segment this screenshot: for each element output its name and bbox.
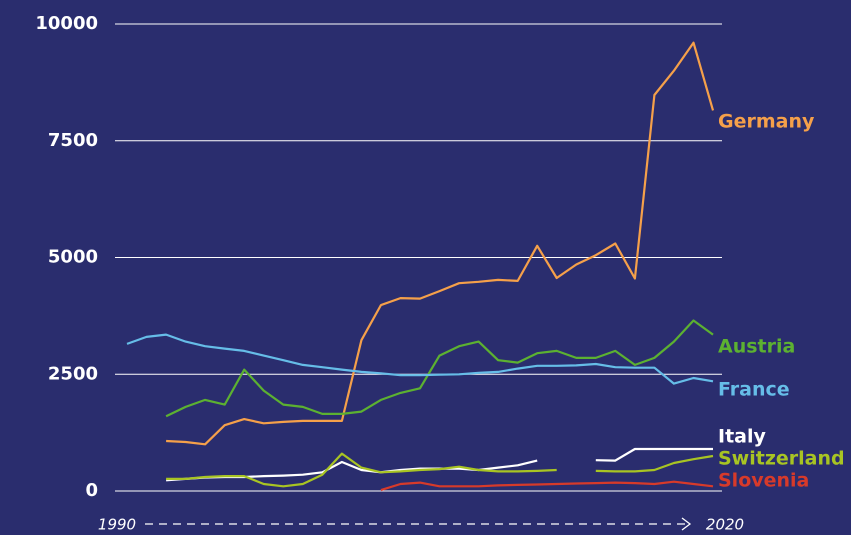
series-label: Germany xyxy=(718,111,815,133)
series-label: Slovenia xyxy=(718,470,809,492)
series-line xyxy=(380,480,714,492)
x-tick-label: 1990 xyxy=(98,516,136,534)
y-tick-label: 0 xyxy=(85,480,98,501)
y-tick-label: 2500 xyxy=(48,363,98,384)
series-line xyxy=(166,41,715,446)
series-label: Switzerland xyxy=(718,448,845,470)
y-tick-label: 5000 xyxy=(48,247,98,268)
series-line xyxy=(166,447,713,482)
series-line xyxy=(126,333,714,385)
series-label: Austria xyxy=(718,336,795,358)
x-tick-label: 2020 xyxy=(706,516,744,534)
y-tick-label: 7500 xyxy=(48,130,98,151)
y-tick-label: 10000 xyxy=(35,13,98,34)
series-line xyxy=(165,319,714,418)
x-axis-arrow-head xyxy=(681,517,692,531)
series-line xyxy=(166,452,714,488)
series-label: France xyxy=(718,379,790,401)
series-label: Italy xyxy=(718,426,766,448)
